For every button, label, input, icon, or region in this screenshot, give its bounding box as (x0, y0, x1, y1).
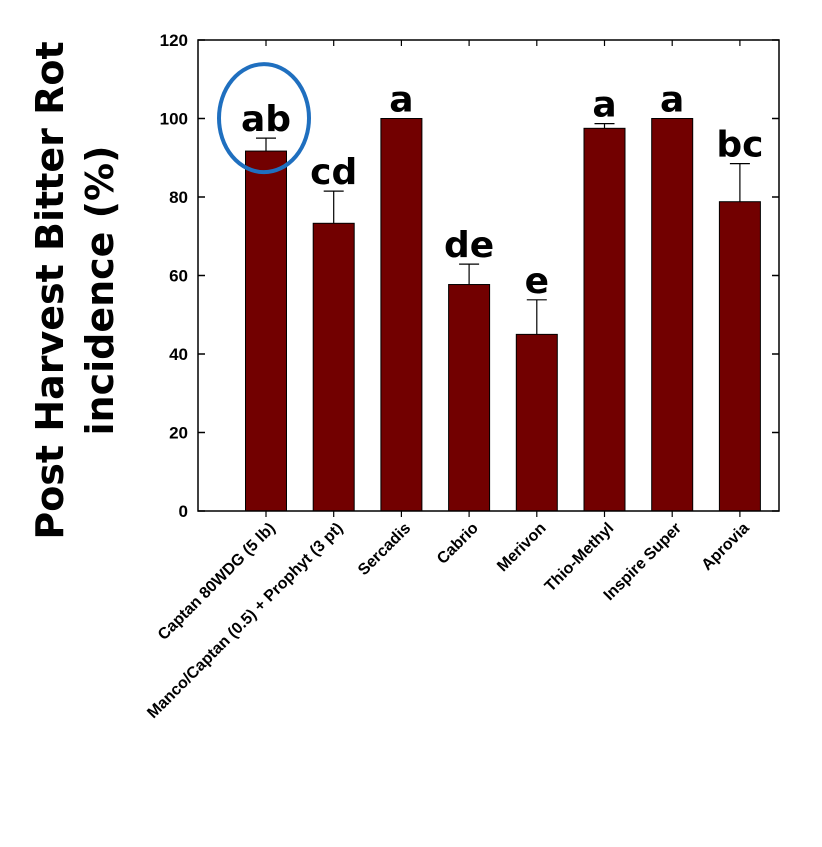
x-axis-category-labels: Captan 80WDG (5 lb)Manco/Captan (0.5) + … (144, 520, 752, 722)
bar (312, 222, 355, 512)
significance-letter: a (592, 85, 616, 126)
highlight-ellipse (217, 62, 311, 175)
y-axis-label-line: Post Harvest Bitter Rot (28, 41, 72, 539)
bar (651, 118, 694, 512)
y-tick-label: 60 (169, 267, 188, 286)
significance-letter: e (525, 261, 549, 302)
y-tick-label: 120 (160, 31, 188, 50)
bar (583, 127, 626, 512)
significance-letter: de (444, 225, 494, 266)
significance-letter: bc (716, 125, 763, 166)
y-axis-label: Post Harvest Bitter Rot incidence (%) (28, 41, 122, 539)
x-category-label: Captan 80WDG (5 lb) (155, 520, 279, 644)
x-category-label: Sercadis (355, 520, 414, 579)
x-category-label: Merivon (494, 520, 549, 575)
bar (245, 150, 287, 512)
y-tick-label: 80 (169, 188, 188, 207)
y-tick-label: 0 (179, 502, 188, 521)
significance-letter: cd (310, 152, 357, 193)
x-category-label: Thio-Methyl (542, 520, 617, 595)
x-category-label: Cabrio (434, 520, 482, 568)
significance-letter: a (660, 80, 684, 121)
y-tick-label: 20 (169, 424, 188, 443)
x-category-label: Aprovia (699, 520, 753, 574)
bar (448, 284, 491, 512)
significance-letter: ab (241, 99, 291, 140)
bars-group (245, 118, 761, 512)
significance-letter: a (389, 80, 413, 121)
error-bars-group (256, 123, 750, 335)
y-tick-label: 40 (169, 345, 188, 364)
y-axis-ticks: 0 20 40 60 80 100 120 (160, 31, 779, 521)
x-axis-ticks (265, 40, 741, 517)
bar (718, 201, 761, 512)
y-tick-label: 100 (160, 110, 188, 129)
bar (380, 118, 423, 512)
bar (515, 333, 558, 512)
y-axis-label-line: incidence (%) (78, 146, 122, 436)
